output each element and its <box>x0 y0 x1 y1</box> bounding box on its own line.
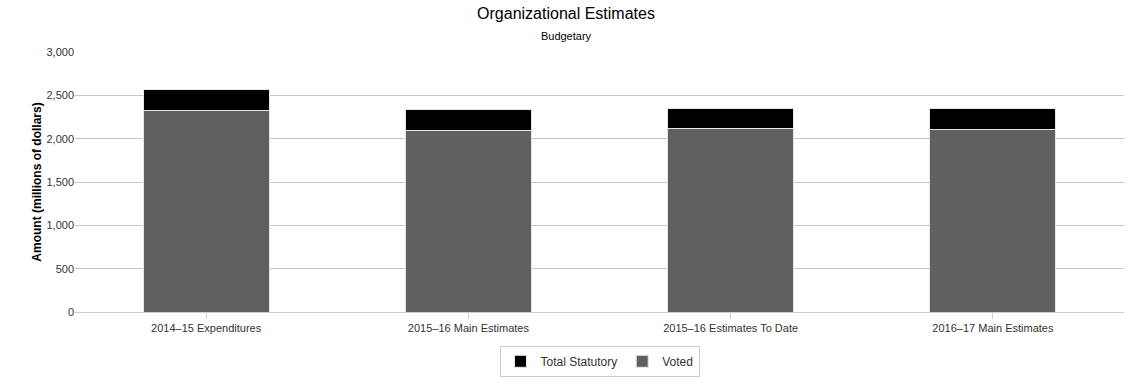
svg-text:2015–16 Estimates To Date: 2015–16 Estimates To Date <box>663 322 798 334</box>
svg-text:2,500: 2,500 <box>46 89 74 101</box>
svg-text:2016–17 Main Estimates: 2016–17 Main Estimates <box>932 322 1054 334</box>
svg-text:3,000: 3,000 <box>46 46 74 58</box>
svg-text:500: 500 <box>56 263 74 275</box>
svg-text:1,500: 1,500 <box>46 176 74 188</box>
svg-text:Voted: Voted <box>662 355 693 369</box>
svg-text:2014–15 Expenditures: 2014–15 Expenditures <box>151 322 262 334</box>
svg-text:Amount (millions of dollars): Amount (millions of dollars) <box>30 102 44 261</box>
svg-text:2015–16 Main Estimates: 2015–16 Main Estimates <box>408 322 530 334</box>
svg-text:2,000: 2,000 <box>46 133 74 145</box>
svg-text:Organizational EstimatesBudget: Organizational EstimatesBudgetary <box>477 5 655 42</box>
svg-text:Total Statutory: Total Statutory <box>541 355 618 369</box>
svg-text:0: 0 <box>68 306 74 318</box>
svg-text:1,000: 1,000 <box>46 219 74 231</box>
